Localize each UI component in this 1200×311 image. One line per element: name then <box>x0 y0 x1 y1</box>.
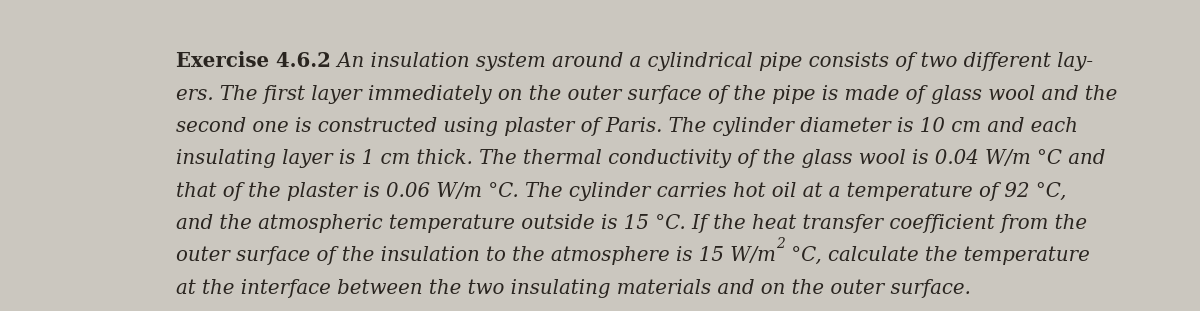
Text: second one is constructed using plaster of Paris. The cylinder diameter is 10 cm: second one is constructed using plaster … <box>176 117 1078 136</box>
Text: at the interface between the two insulating materials and on the outer surface.: at the interface between the two insulat… <box>176 279 971 298</box>
Text: insulating layer is 1 cm thick. The thermal conductivity of the glass wool is 0.: insulating layer is 1 cm thick. The ther… <box>176 149 1105 168</box>
Text: ers. The first layer immediately on the outer surface of the pipe is made of gla: ers. The first layer immediately on the … <box>176 85 1117 104</box>
Text: Exercise 4.6.2: Exercise 4.6.2 <box>176 51 331 71</box>
Text: 2: 2 <box>776 237 785 251</box>
Text: that of the plaster is 0.06 W/m °C. The cylinder carries hot oil at a temperatur: that of the plaster is 0.06 W/m °C. The … <box>176 182 1067 201</box>
Text: °C, calculate the temperature: °C, calculate the temperature <box>785 246 1090 265</box>
Text: and the atmospheric temperature outside is 15 °C. If the heat transfer coefficie: and the atmospheric temperature outside … <box>176 214 1087 233</box>
Text: outer surface of the insulation to the atmosphere is 15 W/m: outer surface of the insulation to the a… <box>176 246 776 265</box>
Text: An insulation system around a cylindrical pipe consists of two different lay-: An insulation system around a cylindrica… <box>331 52 1093 71</box>
